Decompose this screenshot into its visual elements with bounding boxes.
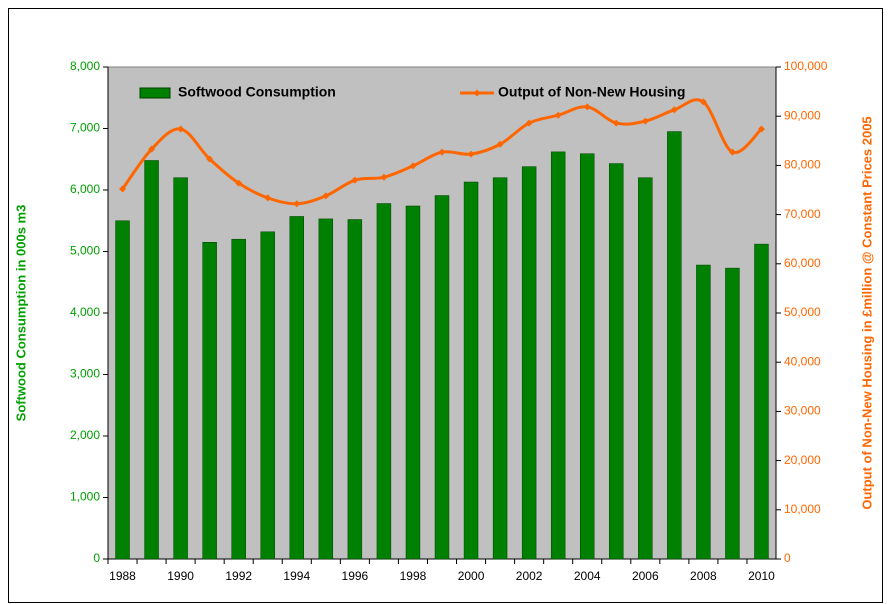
bar (173, 177, 188, 560)
line-marker (322, 192, 330, 200)
bar (318, 218, 334, 560)
y2-tick-label: 0 (784, 551, 791, 565)
line-marker (351, 176, 359, 184)
x-tick-label: 2002 (516, 569, 543, 583)
bar (521, 166, 537, 560)
line-marker (525, 119, 533, 127)
y2-tick-label: 70,000 (784, 207, 821, 221)
bar (725, 267, 740, 560)
bar (638, 177, 653, 560)
y-tick-label: 4,000 (70, 305, 100, 319)
bar (289, 216, 305, 560)
x-tick-label: 1996 (342, 569, 369, 583)
line-marker (467, 150, 475, 158)
y2-tick-label: 40,000 (784, 354, 821, 368)
y2-tick-label: 10,000 (784, 502, 821, 516)
bar (144, 160, 159, 560)
x-tick-label: 2004 (574, 569, 601, 583)
x-tick-label: 2006 (632, 569, 659, 583)
line-marker (641, 117, 649, 125)
y-axis-title: Softwood Consumption in 000s m3 (13, 205, 28, 422)
y2-tick-label: 60,000 (784, 256, 821, 270)
line-marker (264, 194, 272, 202)
y-tick-label: 5,000 (70, 244, 100, 258)
y-tick-label: 0 (93, 551, 100, 565)
y2-tick-label: 100,000 (784, 59, 828, 73)
line-marker (728, 148, 736, 156)
y-tick-label: 8,000 (70, 59, 100, 73)
line-marker (583, 103, 591, 111)
line-marker (206, 155, 214, 163)
x-tick-label: 1992 (225, 569, 252, 583)
bar (202, 242, 217, 560)
x-tick-label: 2008 (690, 569, 717, 583)
line-marker (177, 125, 185, 133)
line-marker (757, 125, 765, 133)
y-tick-label: 7,000 (70, 121, 100, 135)
y2-tick-label: 80,000 (784, 158, 821, 172)
line-marker (699, 98, 707, 106)
bar (667, 131, 682, 560)
x-tick-label: 1990 (167, 569, 194, 583)
bar (376, 203, 392, 560)
bar (492, 177, 508, 560)
x-tick-label: 1988 (109, 569, 136, 583)
bar (231, 238, 246, 560)
bar (115, 220, 130, 560)
line-marker (438, 148, 446, 156)
y2-axis-title: Output of Non-New Housing in £million @ … (859, 116, 874, 509)
line-marker (409, 162, 417, 170)
bar (347, 219, 363, 560)
bar (579, 153, 595, 560)
bar (434, 195, 450, 560)
x-tick-label: 2010 (748, 569, 775, 583)
legend-swatch-marker (473, 89, 481, 97)
line-marker (496, 140, 504, 148)
bar (550, 151, 566, 560)
bar (609, 163, 624, 560)
bar (405, 205, 421, 560)
bar (463, 181, 479, 560)
bar (696, 264, 711, 560)
bar (754, 243, 769, 560)
x-tick-label: 1998 (400, 569, 427, 583)
y2-tick-label: 30,000 (784, 404, 821, 418)
x-tick-label: 2000 (458, 569, 485, 583)
line-marker (148, 145, 156, 153)
legend-label: Output of Non-New Housing (498, 84, 685, 100)
line-marker (235, 179, 243, 187)
legend-label: Softwood Consumption (178, 84, 336, 100)
y-tick-label: 1,000 (70, 490, 100, 504)
line-marker (293, 200, 301, 208)
y2-tick-label: 50,000 (784, 305, 821, 319)
y-tick-label: 6,000 (70, 182, 100, 196)
line-marker (554, 111, 562, 119)
y-tick-label: 3,000 (70, 367, 100, 381)
line-marker (612, 119, 620, 127)
y2-tick-label: 20,000 (784, 453, 821, 467)
line-marker (670, 106, 678, 114)
y2-tick-label: 90,000 (784, 108, 821, 122)
y-tick-label: 2,000 (70, 428, 100, 442)
line-marker (380, 173, 388, 181)
bar (260, 231, 275, 560)
x-tick-label: 1994 (283, 569, 310, 583)
legend-swatch (139, 87, 171, 99)
line-marker (119, 185, 127, 193)
